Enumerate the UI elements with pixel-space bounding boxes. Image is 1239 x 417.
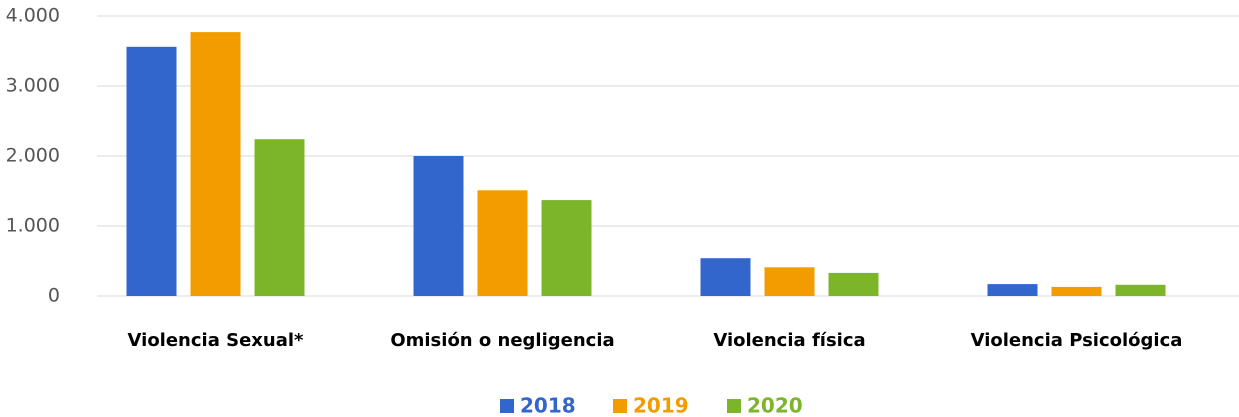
bar [1115,284,1166,296]
bar [126,46,177,296]
bar [190,32,241,296]
legend-swatch [727,399,741,413]
y-tick-label: 2.000 [6,145,60,167]
bar [828,272,879,296]
y-tick-label: 4.000 [6,5,60,27]
bar [764,267,815,296]
legend-label: 2018 [520,394,576,417]
legend-swatch [613,399,627,413]
bar [477,190,528,296]
bar [987,284,1038,296]
bar [700,258,751,296]
legend-label: 2020 [747,394,803,417]
y-tick-label: 0 [48,285,60,307]
bar [254,139,305,296]
bar [413,156,464,296]
legend-label: 2019 [633,394,689,417]
x-tick-label: Omisión o negligencia [390,330,614,351]
bar [1051,286,1102,296]
y-tick-label: 1.000 [6,215,60,237]
legend-swatch [500,399,514,413]
y-tick-label: 3.000 [6,75,60,97]
bar [541,200,592,296]
x-tick-label: Violencia Sexual* [128,330,305,351]
x-tick-label: Violencia física [713,330,865,351]
x-tick-label: Violencia Psicológica [971,330,1183,351]
